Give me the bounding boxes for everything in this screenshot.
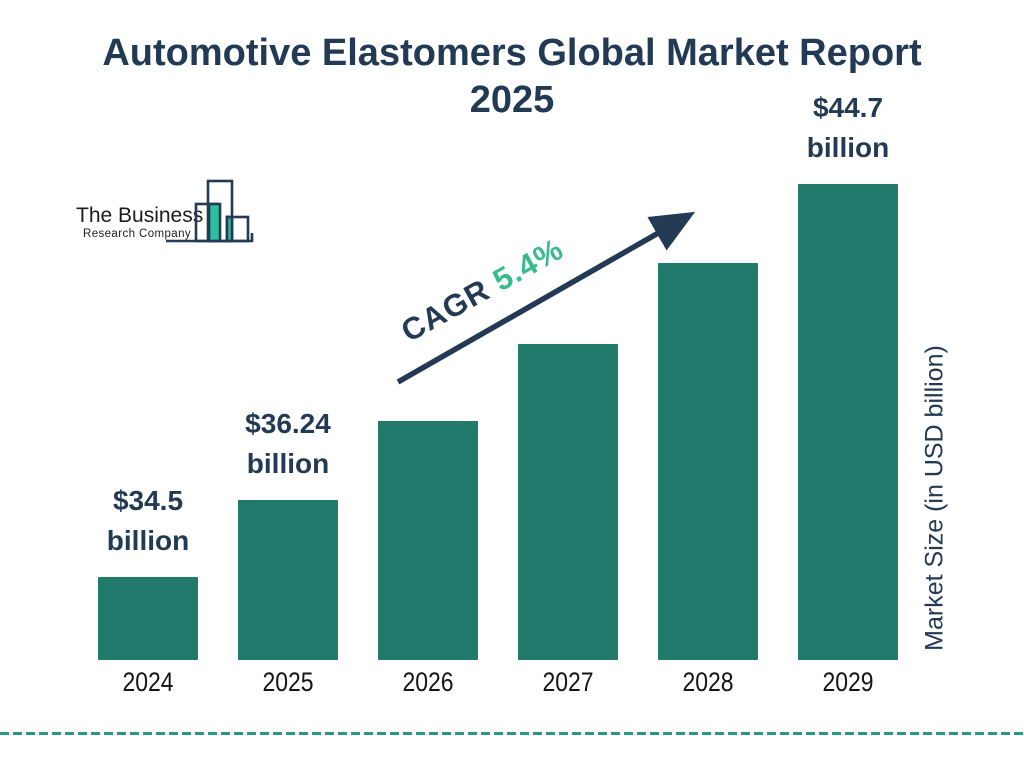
x-tick-2027: 2027	[542, 667, 594, 697]
value-label-2025: $36.24 billion	[245, 408, 331, 479]
bar-chart-logo-icon	[166, 179, 254, 243]
bar-chart: $34.5 billion 2024 $36.24 billion 2025 2026 202…	[98, 92, 898, 697]
bar-2029	[798, 184, 898, 660]
bar-2024	[98, 577, 198, 660]
y-axis-label: Market Size (in USD billion)	[920, 345, 949, 651]
bar-cell-2025: $36.24 billion 2025	[238, 408, 338, 697]
x-tick-2028: 2028	[682, 667, 734, 697]
cagr-trend-arrow	[396, 211, 696, 385]
value-label-2029: $44.7 billion	[806, 92, 890, 163]
value-label-2024: $34.5 billion	[106, 485, 190, 556]
company-logo-text: The Business Research Company	[76, 204, 204, 240]
bar-2026	[378, 421, 478, 660]
page-title: Automotive Elastomers Global Market Repo…	[0, 30, 1024, 124]
x-tick-2024: 2024	[122, 667, 174, 697]
bar-2028	[658, 263, 758, 660]
bar-cell-2027: 2027	[518, 344, 618, 697]
bar-cell-2024: $34.5 billion 2024	[98, 485, 198, 697]
title-line-2: 2025	[469, 79, 555, 121]
bar-2025	[238, 500, 338, 660]
bar-cell-2028: 2028	[658, 263, 758, 697]
x-tick-2025: 2025	[262, 667, 314, 697]
bar-2027	[518, 344, 618, 660]
x-tick-2029: 2029	[822, 667, 874, 697]
logo-name: The Business	[76, 204, 204, 227]
footer-dashed-divider	[0, 732, 1024, 735]
title-line-1: Automotive Elastomers Global Market Repo…	[102, 32, 922, 74]
logo-subname: Research Company	[82, 228, 192, 240]
bar-cell-2026: 2026	[378, 421, 478, 697]
bar-cell-2029: $44.7 billion 2029	[798, 92, 898, 697]
x-tick-2026: 2026	[402, 667, 454, 697]
